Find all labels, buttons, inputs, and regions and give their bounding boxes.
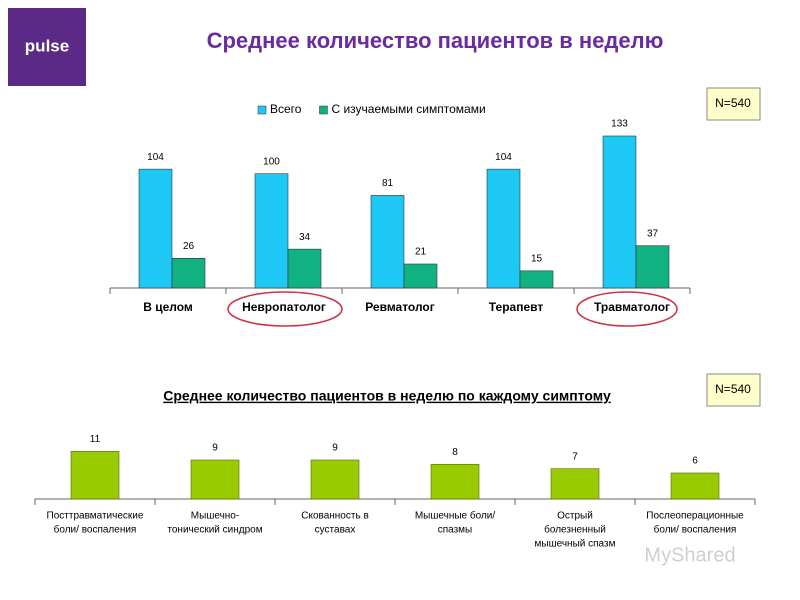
logo-box [8,8,86,86]
value-label: 7 [572,451,578,462]
watermark: MyShared [644,544,735,566]
value-label: 21 [415,247,427,258]
x-tick-label: тонический синдром [167,525,262,536]
value-label: 9 [212,443,218,454]
x-tick-label: Терапевт [489,300,544,314]
x-tick-label: Скованность в [301,511,369,522]
bar [254,173,289,289]
logo: pulse [25,36,69,55]
highlight [227,291,343,327]
legend-swatch [257,105,267,115]
x-tick-label: Невропатолог [242,300,326,314]
value-label: 8 [452,447,458,458]
bar [486,168,521,289]
bar [670,472,720,500]
bar [519,270,554,289]
x-tick-label: боли/ воспаления [54,524,137,536]
bar [171,257,206,289]
chart-title: Среднее количество пациентов в неделю по… [163,388,611,404]
bar [550,468,600,500]
value-label: 81 [382,178,394,189]
x-tick-label: Травматолог [594,300,670,314]
x-tick-label: мышечный спазм [535,539,616,550]
bar [287,248,322,289]
value-label: 37 [647,228,659,239]
highlight [576,291,678,327]
value-label: 100 [263,156,280,167]
value-label: 9 [332,443,338,454]
x-tick-label: В целом [143,300,193,314]
annotation-box [706,87,761,121]
value-label: 133 [611,119,628,130]
bar [602,135,637,289]
x-tick-label: Ревматолог [365,300,435,314]
value-label: 15 [531,253,543,264]
value-label: 34 [299,232,311,243]
value-label: 26 [183,241,195,252]
x-tick-label: боли/ воспаления [654,524,737,536]
bar [190,459,240,500]
x-tick-label: болезненный [544,524,606,536]
bar [370,195,405,289]
x-tick-label: Мышечные боли/ [415,510,496,522]
legend-swatch [319,105,328,115]
x-tick-label: спазмы [438,525,473,536]
annotation: N=540 [715,382,751,396]
annotation-box [706,373,761,407]
slide-title: Среднее количество пациентов в неделю [207,28,664,53]
x-tick-label: суставах [315,525,356,536]
bar [403,263,438,289]
x-tick-label: Мышечно- [191,511,239,522]
value-label: 104 [147,152,164,163]
x-tick-label: Послеоперационные [646,511,744,522]
value-label: 11 [90,434,101,445]
legend-label: С изучаемыми симптомами [331,102,485,116]
bar [635,245,670,289]
bar [310,459,360,500]
x-tick-label: Посттравматические [47,511,144,522]
bar [70,451,120,500]
x-tick-label: Острый [557,511,593,522]
bar [430,464,480,500]
legend-label: Всего [270,102,302,116]
value-label: 104 [495,152,512,163]
annotation: N=540 [715,96,751,110]
value-label: 6 [692,456,698,467]
bar [138,168,173,289]
